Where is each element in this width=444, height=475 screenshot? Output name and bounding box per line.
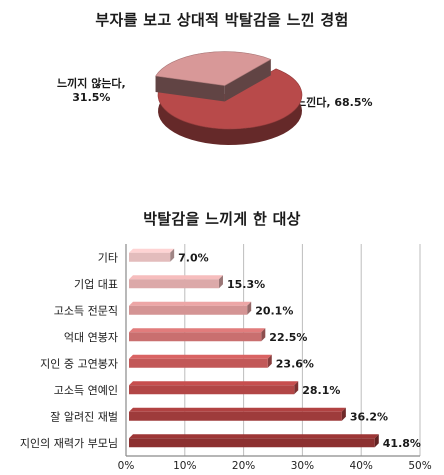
x-tick-label: 40% [350,460,373,472]
bar-top [129,381,299,386]
bar-front [129,411,342,421]
category-label: 지인의 재력가 부모님 [20,437,118,450]
bar [129,354,272,368]
category-label: 억대 연봉자 [64,331,118,344]
pie-slice-top [155,51,272,86]
bar [129,248,175,262]
bar-front [129,385,295,395]
value-label: 41.8% [383,437,421,450]
bar-front [129,279,219,289]
pie-slice-top [157,68,303,130]
bar [129,407,346,421]
bar [129,328,266,342]
bar-side [341,407,346,421]
category-label: 고소득 전문직 [54,304,118,317]
bar-side [294,381,299,395]
value-label: 7.0% [178,251,209,264]
value-label: 28.1% [302,384,340,397]
bar [129,275,223,289]
bar-top [129,301,252,306]
pie-chart [155,51,303,145]
value-label: 22.5% [269,331,307,344]
x-tick-label: 20% [232,460,255,472]
bar-side [218,275,223,289]
value-label: 23.6% [276,357,314,370]
bar [129,381,299,395]
bar-chart-title: 박탈감을 느끼게 한 대상 [143,210,301,228]
bar-top [129,407,346,412]
bar-side [267,354,272,368]
bar-side [170,248,175,262]
category-label: 지인 중 고연봉자 [40,357,118,370]
pie-slice-wall [224,59,271,102]
bar-top [129,354,272,359]
x-tick-label: 50% [408,460,431,472]
pie-slice [157,68,303,145]
category-label: 기업 대표 [74,278,118,291]
value-label: 15.3% [227,278,265,291]
pie-slice-wall [155,75,225,102]
bar-front [129,305,248,315]
pie-slice [155,51,272,102]
x-tick-label: 30% [291,460,314,472]
value-label: 36.2% [350,410,388,423]
bar-front [129,438,375,448]
category-label: 잘 알려진 재벌 [50,409,118,423]
bar-side [374,434,379,448]
category-label: 고소득 연예인 [54,384,118,397]
bar [129,434,379,448]
bar [129,301,252,315]
bar-side [261,328,266,342]
bar-side [247,301,252,315]
bar-top [129,434,379,439]
pie-chart-title: 부자를 보고 상대적 박탈감을 느낀 경험 [95,11,349,29]
x-tick-label: 0% [118,460,135,472]
value-label: 20.1% [255,304,293,317]
category-label: 기타 [98,251,118,264]
bar-front [129,358,268,368]
bar-top [129,275,223,280]
x-tick-label: 10% [173,460,196,472]
pie-slice-label-feel: 느낀다, 68.5% [296,96,373,109]
bar-top [129,328,266,333]
pie-slice-label-not-feel: 느끼지 않는다, 31.5% [57,77,126,104]
bar-front [129,332,262,342]
bar-top [129,248,175,253]
pie-slice-side [158,68,302,145]
bar-front [129,252,171,262]
